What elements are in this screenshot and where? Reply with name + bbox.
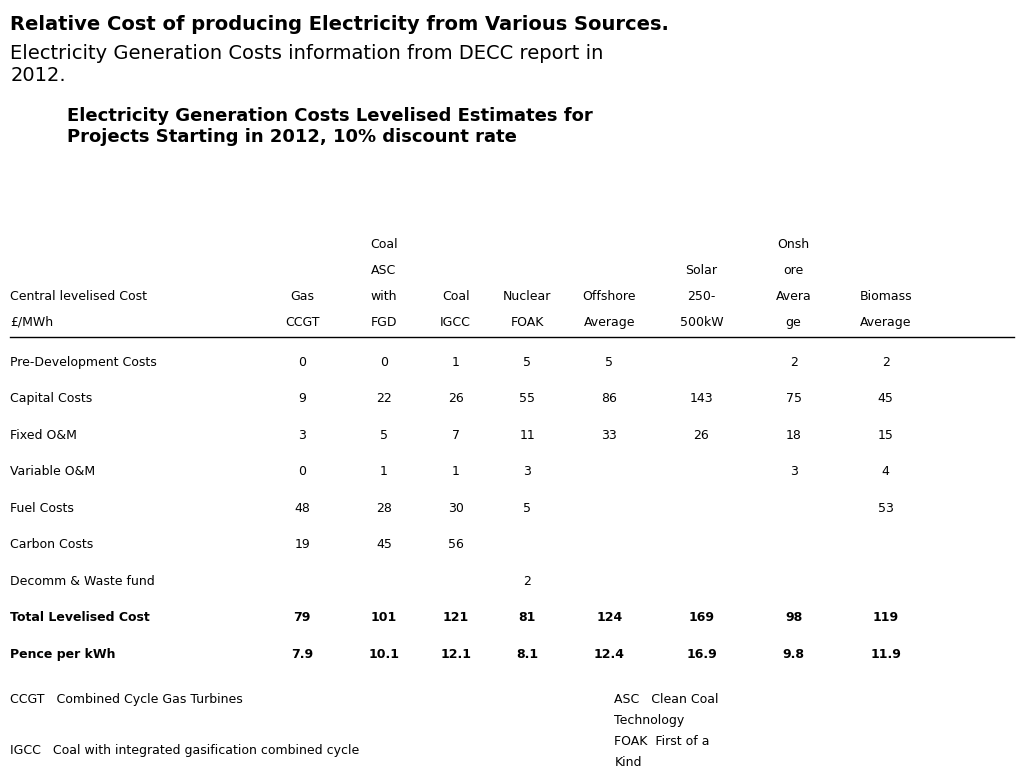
- Text: 28: 28: [376, 502, 392, 515]
- Text: Relative Cost of producing Electricity from Various Sources.: Relative Cost of producing Electricity f…: [10, 15, 669, 34]
- Text: 9.8: 9.8: [782, 648, 805, 660]
- Text: 45: 45: [878, 392, 894, 406]
- Text: ASC: ASC: [372, 263, 396, 276]
- Text: CCGT: CCGT: [285, 316, 319, 329]
- Text: 19: 19: [294, 538, 310, 551]
- Text: 500kW: 500kW: [680, 316, 723, 329]
- Text: Fixed O&M: Fixed O&M: [10, 429, 77, 442]
- Text: 5: 5: [605, 356, 613, 369]
- Text: 7.9: 7.9: [291, 648, 313, 660]
- Text: 81: 81: [519, 611, 536, 624]
- Text: Solar: Solar: [685, 263, 718, 276]
- Text: Average: Average: [860, 316, 911, 329]
- Text: 1: 1: [380, 465, 388, 478]
- Text: Coal: Coal: [371, 237, 397, 250]
- Text: ASC   Clean Coal
Technology
FOAK  First of a
Kind: ASC Clean Coal Technology FOAK First of …: [614, 693, 719, 768]
- Text: 0: 0: [380, 356, 388, 369]
- Text: 12.4: 12.4: [594, 648, 625, 660]
- Text: Offshore: Offshore: [583, 290, 636, 303]
- Text: Carbon Costs: Carbon Costs: [10, 538, 93, 551]
- Text: 2: 2: [882, 356, 890, 369]
- Text: 5: 5: [523, 502, 531, 515]
- Text: 55: 55: [519, 392, 536, 406]
- Text: 15: 15: [878, 429, 894, 442]
- Text: with: with: [371, 290, 397, 303]
- Text: 86: 86: [601, 392, 617, 406]
- Text: Coal: Coal: [442, 290, 469, 303]
- Text: 3: 3: [298, 429, 306, 442]
- Text: 98: 98: [785, 611, 802, 624]
- Text: 124: 124: [596, 611, 623, 624]
- Text: Gas: Gas: [290, 290, 314, 303]
- Text: Onsh: Onsh: [777, 237, 810, 250]
- Text: Fuel Costs: Fuel Costs: [10, 502, 74, 515]
- Text: CCGT   Combined Cycle Gas Turbines: CCGT Combined Cycle Gas Turbines: [10, 693, 243, 706]
- Text: Electricity Generation Costs Levelised Estimates for
Projects Starting in 2012, : Electricity Generation Costs Levelised E…: [67, 107, 592, 145]
- Text: 8.1: 8.1: [516, 648, 539, 660]
- Text: 5: 5: [523, 356, 531, 369]
- Text: FOAK: FOAK: [511, 316, 544, 329]
- Text: ore: ore: [783, 263, 804, 276]
- Text: Variable O&M: Variable O&M: [10, 465, 95, 478]
- Text: 26: 26: [447, 392, 464, 406]
- Text: FGD: FGD: [371, 316, 397, 329]
- Text: 9: 9: [298, 392, 306, 406]
- Text: 22: 22: [376, 392, 392, 406]
- Text: 53: 53: [878, 502, 894, 515]
- Text: 1: 1: [452, 465, 460, 478]
- Text: Decomm & Waste fund: Decomm & Waste fund: [10, 575, 155, 588]
- Text: 2: 2: [790, 356, 798, 369]
- Text: 11.9: 11.9: [870, 648, 901, 660]
- Text: £/MWh: £/MWh: [10, 316, 53, 329]
- Text: 250-: 250-: [687, 290, 716, 303]
- Text: 18: 18: [785, 429, 802, 442]
- Text: 11: 11: [519, 429, 536, 442]
- Text: 169: 169: [688, 611, 715, 624]
- Text: 79: 79: [294, 611, 310, 624]
- Text: 12.1: 12.1: [440, 648, 471, 660]
- Text: Pence per kWh: Pence per kWh: [10, 648, 116, 660]
- Text: 3: 3: [790, 465, 798, 478]
- Text: 4: 4: [882, 465, 890, 478]
- Text: 33: 33: [601, 429, 617, 442]
- Text: 1: 1: [452, 356, 460, 369]
- Text: Central levelised Cost: Central levelised Cost: [10, 290, 147, 303]
- Text: 101: 101: [371, 611, 397, 624]
- Text: IGCC: IGCC: [440, 316, 471, 329]
- Text: 2: 2: [523, 575, 531, 588]
- Text: 5: 5: [380, 429, 388, 442]
- Text: 7: 7: [452, 429, 460, 442]
- Text: 56: 56: [447, 538, 464, 551]
- Text: 16.9: 16.9: [686, 648, 717, 660]
- Text: ge: ge: [785, 316, 802, 329]
- Text: 3: 3: [523, 465, 531, 478]
- Text: 10.1: 10.1: [369, 648, 399, 660]
- Text: 121: 121: [442, 611, 469, 624]
- Text: 0: 0: [298, 465, 306, 478]
- Text: 0: 0: [298, 356, 306, 369]
- Text: 75: 75: [785, 392, 802, 406]
- Text: Capital Costs: Capital Costs: [10, 392, 92, 406]
- Text: Average: Average: [584, 316, 635, 329]
- Text: Nuclear: Nuclear: [503, 290, 552, 303]
- Text: Biomass: Biomass: [859, 290, 912, 303]
- Text: 45: 45: [376, 538, 392, 551]
- Text: Pre-Development Costs: Pre-Development Costs: [10, 356, 157, 369]
- Text: IGCC   Coal with integrated gasification combined cycle: IGCC Coal with integrated gasification c…: [10, 744, 359, 757]
- Text: 48: 48: [294, 502, 310, 515]
- Text: 26: 26: [693, 429, 710, 442]
- Text: Electricity Generation Costs information from DECC report in
2012.: Electricity Generation Costs information…: [10, 44, 603, 85]
- Text: 119: 119: [872, 611, 899, 624]
- Text: Total Levelised Cost: Total Levelised Cost: [10, 611, 150, 624]
- Text: 143: 143: [689, 392, 714, 406]
- Text: Avera: Avera: [776, 290, 811, 303]
- Text: 30: 30: [447, 502, 464, 515]
